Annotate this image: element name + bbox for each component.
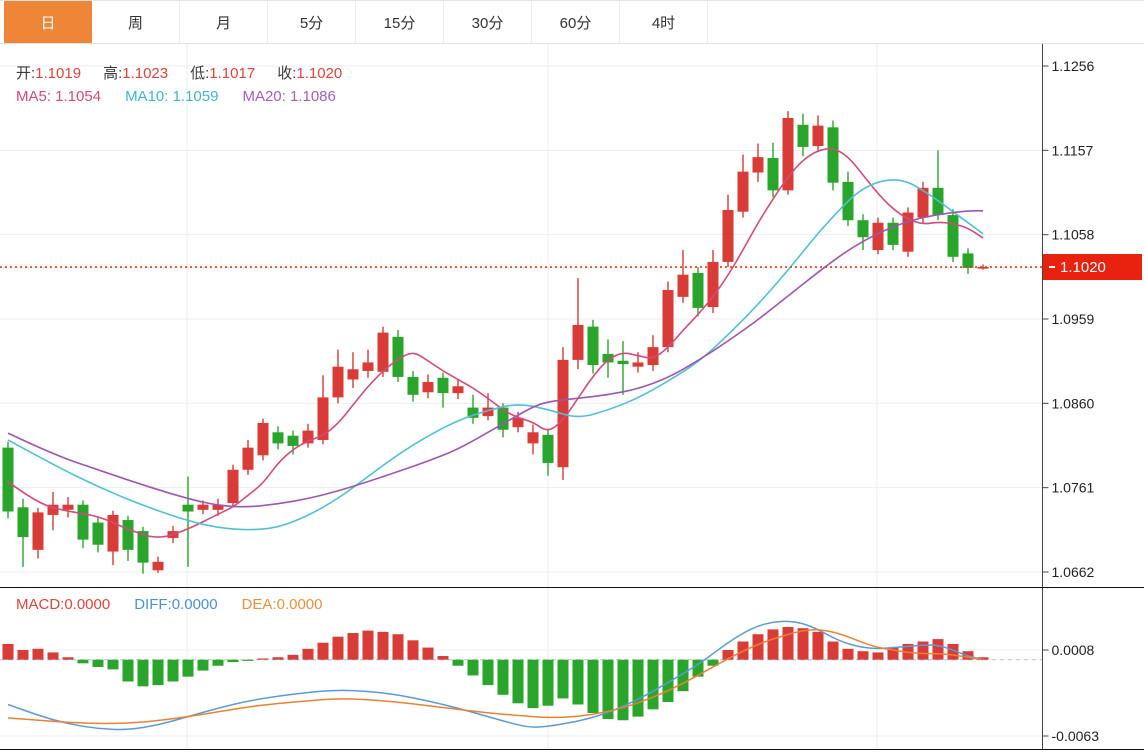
tab-timeframe-7[interactable]: 4时 xyxy=(620,1,708,43)
tab-timeframe-3[interactable]: 5分 xyxy=(268,1,356,43)
svg-text:0.0008: 0.0008 xyxy=(1052,642,1095,658)
svg-text:1.0662: 1.0662 xyxy=(1052,564,1095,580)
svg-text:1.0860: 1.0860 xyxy=(1052,395,1095,411)
svg-text:1.1256: 1.1256 xyxy=(1052,58,1095,74)
tab-timeframe-0[interactable]: 日 xyxy=(4,1,92,43)
svg-text:-0.0063: -0.0063 xyxy=(1052,728,1100,744)
svg-text:1.1157: 1.1157 xyxy=(1052,142,1094,158)
svg-text:1.1058: 1.1058 xyxy=(1052,227,1095,243)
tab-timeframe-6[interactable]: 60分 xyxy=(532,1,620,43)
tab-timeframe-4[interactable]: 15分 xyxy=(356,1,444,43)
last-price-label: 1.1020 xyxy=(1060,258,1106,276)
candlestick-chart[interactable]: 1.1256 1.1157 1.1058 1.0959 1.0860 1.0761 1.06… xyxy=(0,44,1144,588)
last-price-tag: 1.1020 xyxy=(1043,254,1142,281)
price-tag-tick-icon xyxy=(1049,266,1055,269)
svg-text:1.0959: 1.0959 xyxy=(1052,311,1095,327)
tab-timeframe-2[interactable]: 月 xyxy=(180,1,268,43)
tab-timeframe-5[interactable]: 30分 xyxy=(444,1,532,43)
timeframe-tab-bar: 日周月 5分 15分 30分 60分 4时 xyxy=(0,0,1144,44)
macd-chart[interactable]: 0.0008 -0.0063 xyxy=(0,588,1144,750)
tab-timeframe-1[interactable]: 周 xyxy=(92,1,180,43)
svg-text:1.0761: 1.0761 xyxy=(1052,480,1095,496)
